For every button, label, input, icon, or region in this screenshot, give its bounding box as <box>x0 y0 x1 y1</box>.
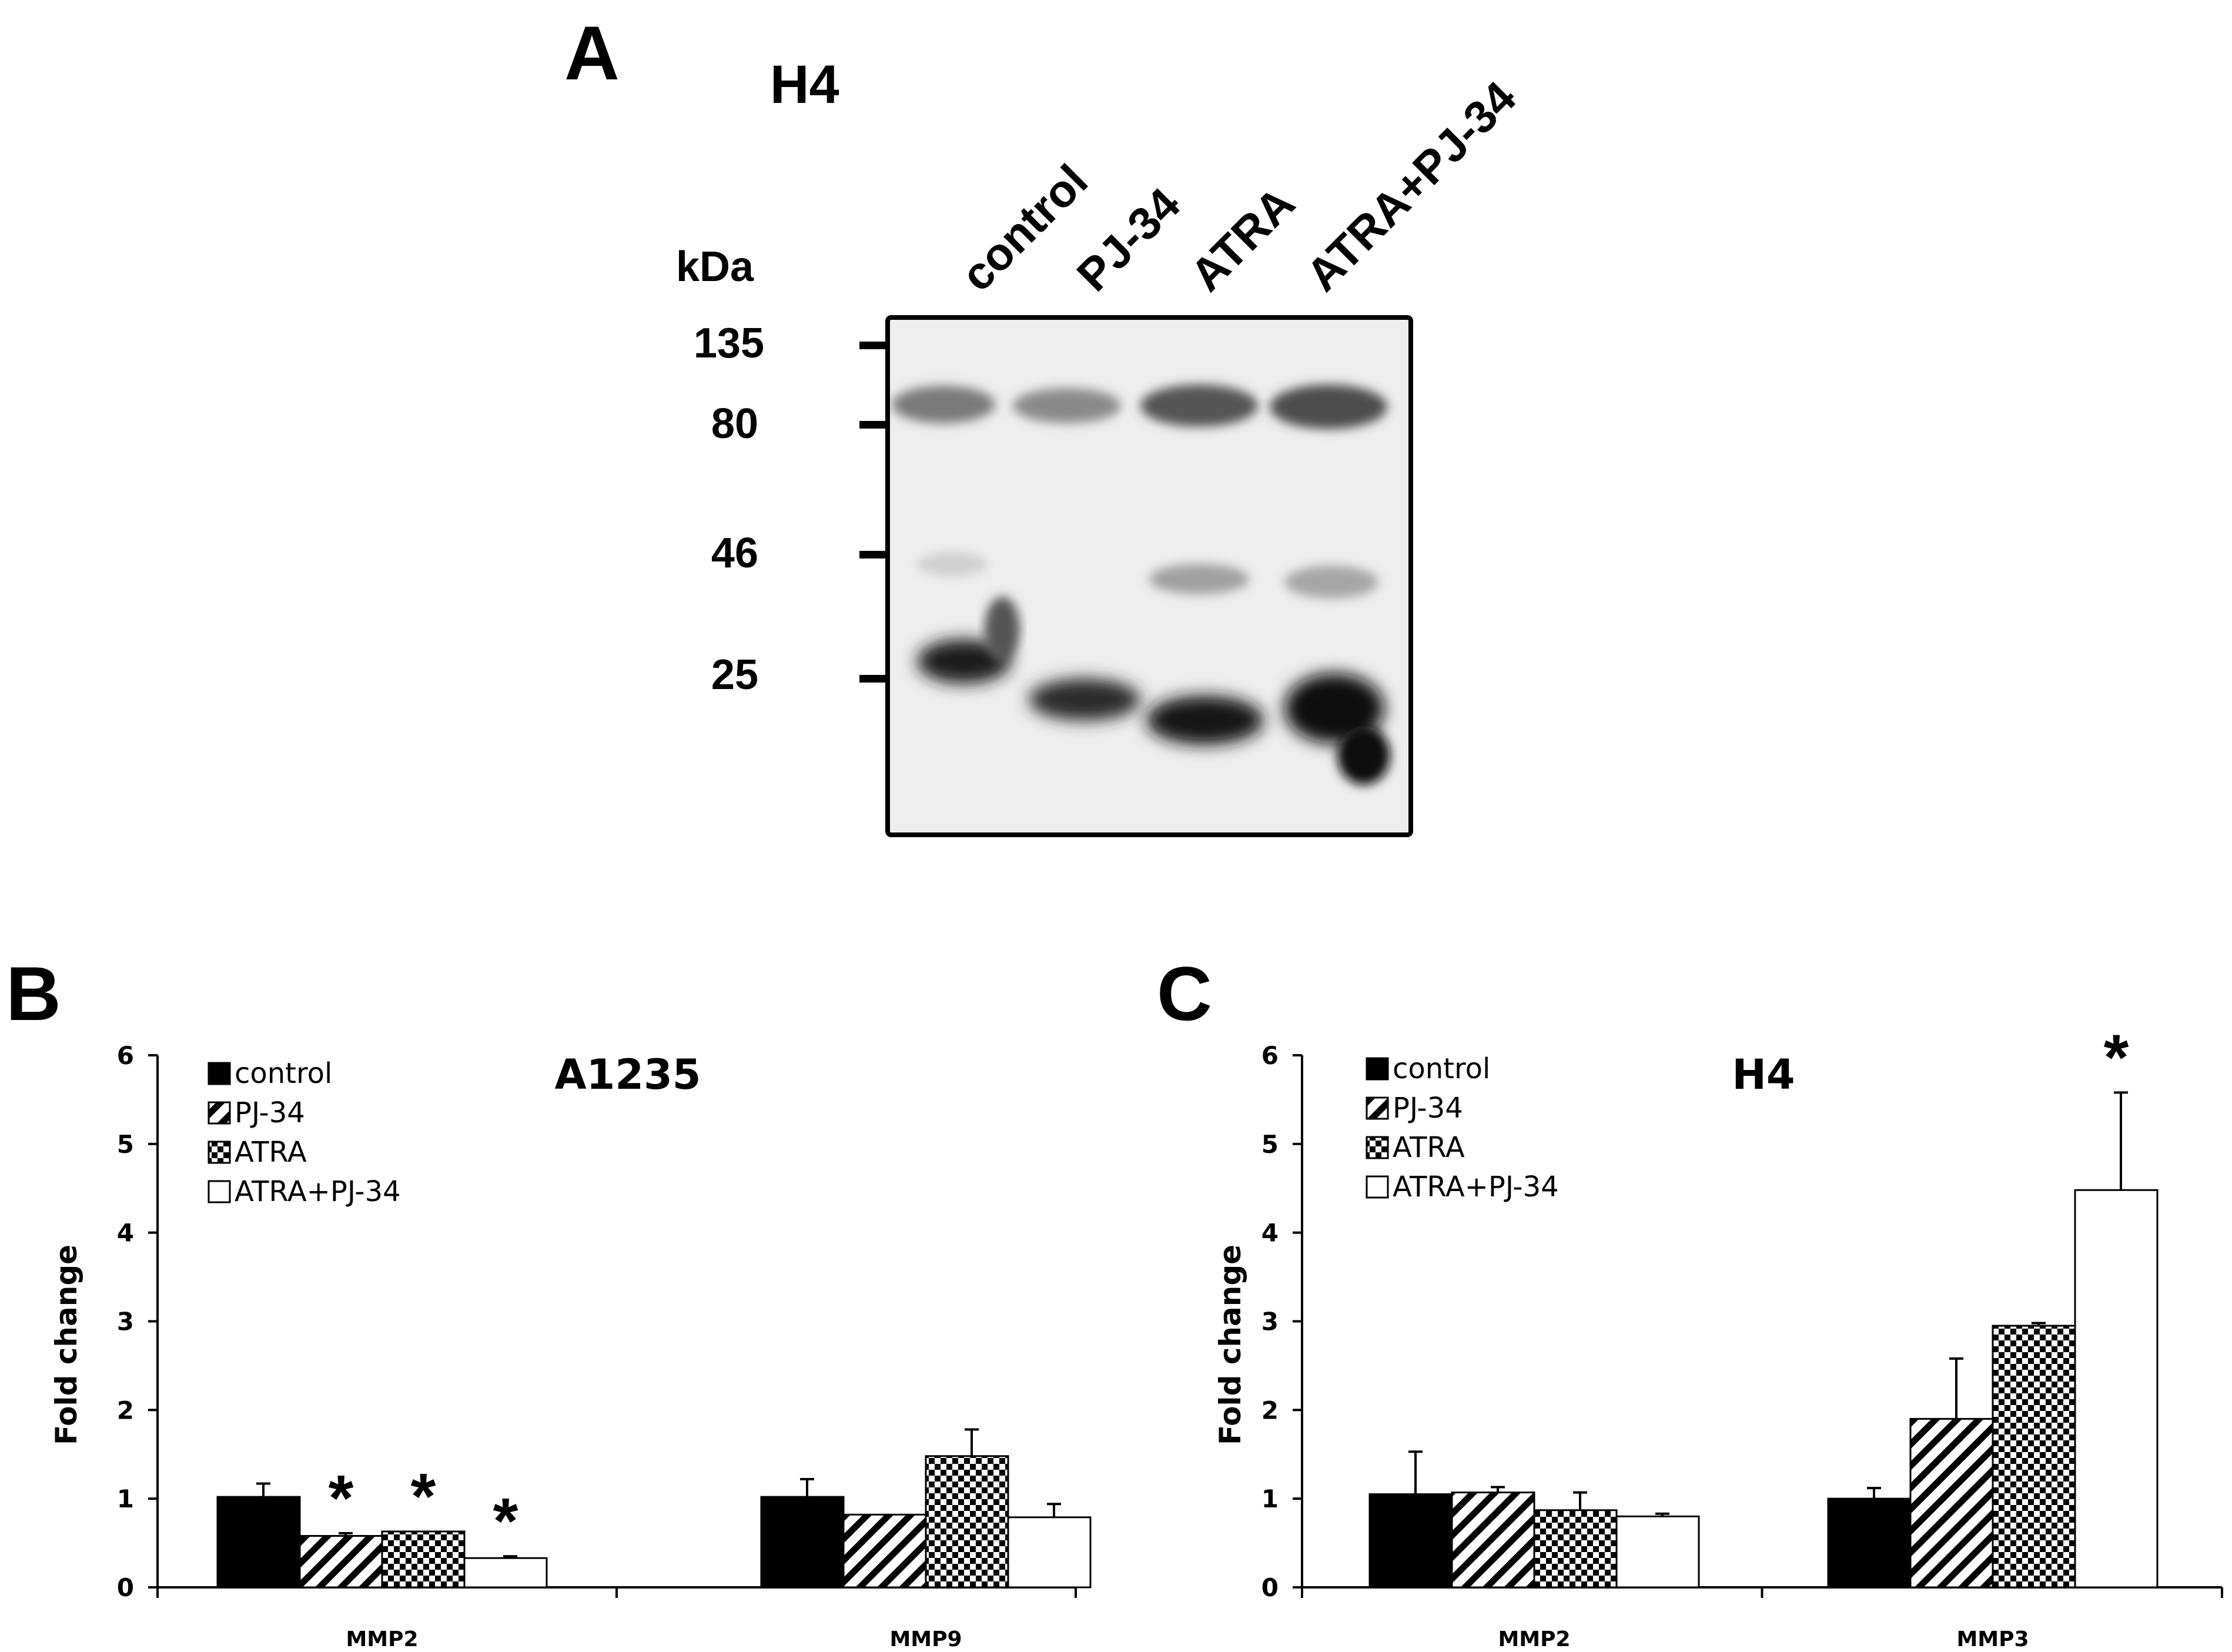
chart-c-bar-mmp2-3 <box>1615 1515 1700 1589</box>
blot-frame <box>885 315 1413 837</box>
band-80-pj34 <box>1013 388 1121 423</box>
marker-135: 135 <box>694 320 764 367</box>
chart-c-legend-swatch <box>1366 1175 1389 1199</box>
chart-b-ytick-label: 6 <box>117 1041 134 1070</box>
chart-b-legend-swatch <box>208 1141 231 1164</box>
chart-c-bar-mmp3-1 <box>1909 1417 1994 1589</box>
chart-c-y-label: Fold change <box>1213 1245 1247 1445</box>
chart-b-ytick-label: 4 <box>117 1219 134 1248</box>
blot-image <box>885 315 1413 837</box>
chart-b-title: A1235 <box>555 1051 701 1099</box>
chart-c-legend-swatch <box>1366 1136 1389 1159</box>
band-25-control-smear <box>985 597 1020 661</box>
marker-80: 80 <box>711 400 758 447</box>
panel-b-letter: B <box>6 951 61 1036</box>
chart-b-ytick-label: 0 <box>117 1573 134 1602</box>
band-46-control <box>917 553 988 576</box>
chart-b-ytick-label: 1 <box>117 1484 134 1513</box>
band-46-atra <box>1149 564 1249 594</box>
panel-a-letter: A <box>564 10 620 96</box>
chart-b-bar-mmp9-0 <box>760 1496 845 1589</box>
chart-c-bar-mmp3-2 <box>1992 1325 2076 1589</box>
chart-c-category-label: MMP2 <box>1498 1627 1570 1651</box>
chart-c-significance-star: * <box>2104 1021 2129 1093</box>
marker-tick-135 <box>859 342 886 349</box>
blot-title: H4 <box>770 55 839 115</box>
chart-b-legend-swatch <box>208 1101 231 1125</box>
chart-b-legend-swatch <box>208 1180 231 1203</box>
chart-b-significance-star: * <box>493 1485 518 1557</box>
chart-b-bar-mmp9-3 <box>1007 1516 1092 1589</box>
band-25-atra-pj34-tail <box>1337 726 1390 785</box>
chart-b-legend-swatch <box>208 1062 231 1085</box>
band-80-atra-pj34 <box>1270 384 1387 429</box>
chart-c-legend-label: ATRA+PJ-34 <box>1393 1171 1559 1203</box>
marker-tick-80 <box>859 421 886 429</box>
chart-b-category-label: MMP9 <box>889 1627 962 1651</box>
band-46-atra-pj34 <box>1284 566 1378 598</box>
chart-c-bar-mmp2-0 <box>1368 1493 1453 1589</box>
chart-c-ytick-label: 2 <box>1261 1396 1279 1424</box>
chart-c-legend-label: PJ-34 <box>1393 1092 1463 1125</box>
chart-b-ytick-label: 5 <box>117 1130 134 1159</box>
panel-c-letter: C <box>1157 951 1212 1036</box>
lane-label-atra-pj34: ATRA+PJ-34 <box>1296 71 1526 301</box>
marker-25: 25 <box>711 651 758 698</box>
chart-b-bar-mmp2-1 <box>299 1535 383 1589</box>
band-25-atra-pj34 <box>1284 673 1384 744</box>
lane-label-control: control <box>951 155 1097 301</box>
chart-b-ytick-label: 2 <box>117 1396 134 1424</box>
marker-tick-25 <box>859 675 886 683</box>
chart-c-ytick-label: 4 <box>1261 1219 1279 1248</box>
panel-a: A H4 kDa 135 80 46 25 control PJ-34 ATRA… <box>564 10 1526 837</box>
chart-c-legend-label: ATRA <box>1393 1131 1465 1164</box>
chart-b-legend-label: control <box>235 1057 332 1090</box>
band-80-control <box>892 386 995 423</box>
chart-c-category-label: MMP3 <box>1956 1627 2029 1651</box>
chart-c-legend-label: control <box>1393 1052 1490 1085</box>
chart-b-significance-star: * <box>329 1462 354 1534</box>
chart-c-legend-swatch <box>1366 1057 1389 1081</box>
chart-c-ytick-label: 5 <box>1261 1130 1279 1159</box>
chart-b-ytick-label: 3 <box>117 1307 134 1336</box>
chart-c-ytick-label: 1 <box>1261 1484 1279 1513</box>
chart-b-legend-label: ATRA <box>235 1136 307 1169</box>
lane-label-atra: ATRA <box>1180 177 1304 301</box>
chart-b-bar-mmp9-1 <box>842 1513 927 1589</box>
chart-c-bar-mmp2-2 <box>1533 1509 1618 1589</box>
panel-c-chart: C H4 0 1 2 3 4 5 6 Fold change MMP2 MMP3 * control PJ… <box>1157 951 2223 1651</box>
chart-b-bar-mmp9-2 <box>925 1455 1009 1589</box>
band-25-atra <box>1146 695 1264 745</box>
chart-b-category-label: MMP2 <box>346 1627 418 1651</box>
chart-b-bar-mmp2-3 <box>463 1557 548 1589</box>
chart-c-bar-mmp3-3 <box>2074 1189 2159 1589</box>
chart-c-ytick-label: 0 <box>1261 1573 1279 1602</box>
chart-b-bar-mmp2-0 <box>216 1496 301 1589</box>
band-80-atra <box>1140 384 1258 427</box>
chart-c-legend-swatch <box>1366 1096 1389 1120</box>
chart-b-y-label: Fold change <box>49 1245 83 1445</box>
chart-b-bar-mmp2-2 <box>381 1530 466 1589</box>
chart-c-ytick-label: 6 <box>1261 1041 1279 1070</box>
chart-c-title: H4 <box>1732 1051 1795 1099</box>
kda-label: kDa <box>676 243 754 290</box>
chart-c-ytick-label: 3 <box>1261 1307 1279 1336</box>
chart-b-legend-label: ATRA+PJ-34 <box>235 1175 401 1208</box>
chart-b-significance-star: * <box>411 1460 436 1533</box>
marker-tick-46 <box>859 551 886 559</box>
chart-b-legend-label: PJ-34 <box>235 1096 305 1129</box>
chart-c-bar-mmp3-0 <box>1827 1497 1912 1589</box>
band-25-control <box>917 639 1011 684</box>
chart-c-bar-mmp2-1 <box>1451 1492 1535 1589</box>
panel-b-chart: B A1235 0 1 2 3 4 5 6 Fold change MMP2 MMP9 * * * cont… <box>6 951 1092 1651</box>
band-25-pj34 <box>1029 678 1140 721</box>
marker-46: 46 <box>711 530 758 577</box>
